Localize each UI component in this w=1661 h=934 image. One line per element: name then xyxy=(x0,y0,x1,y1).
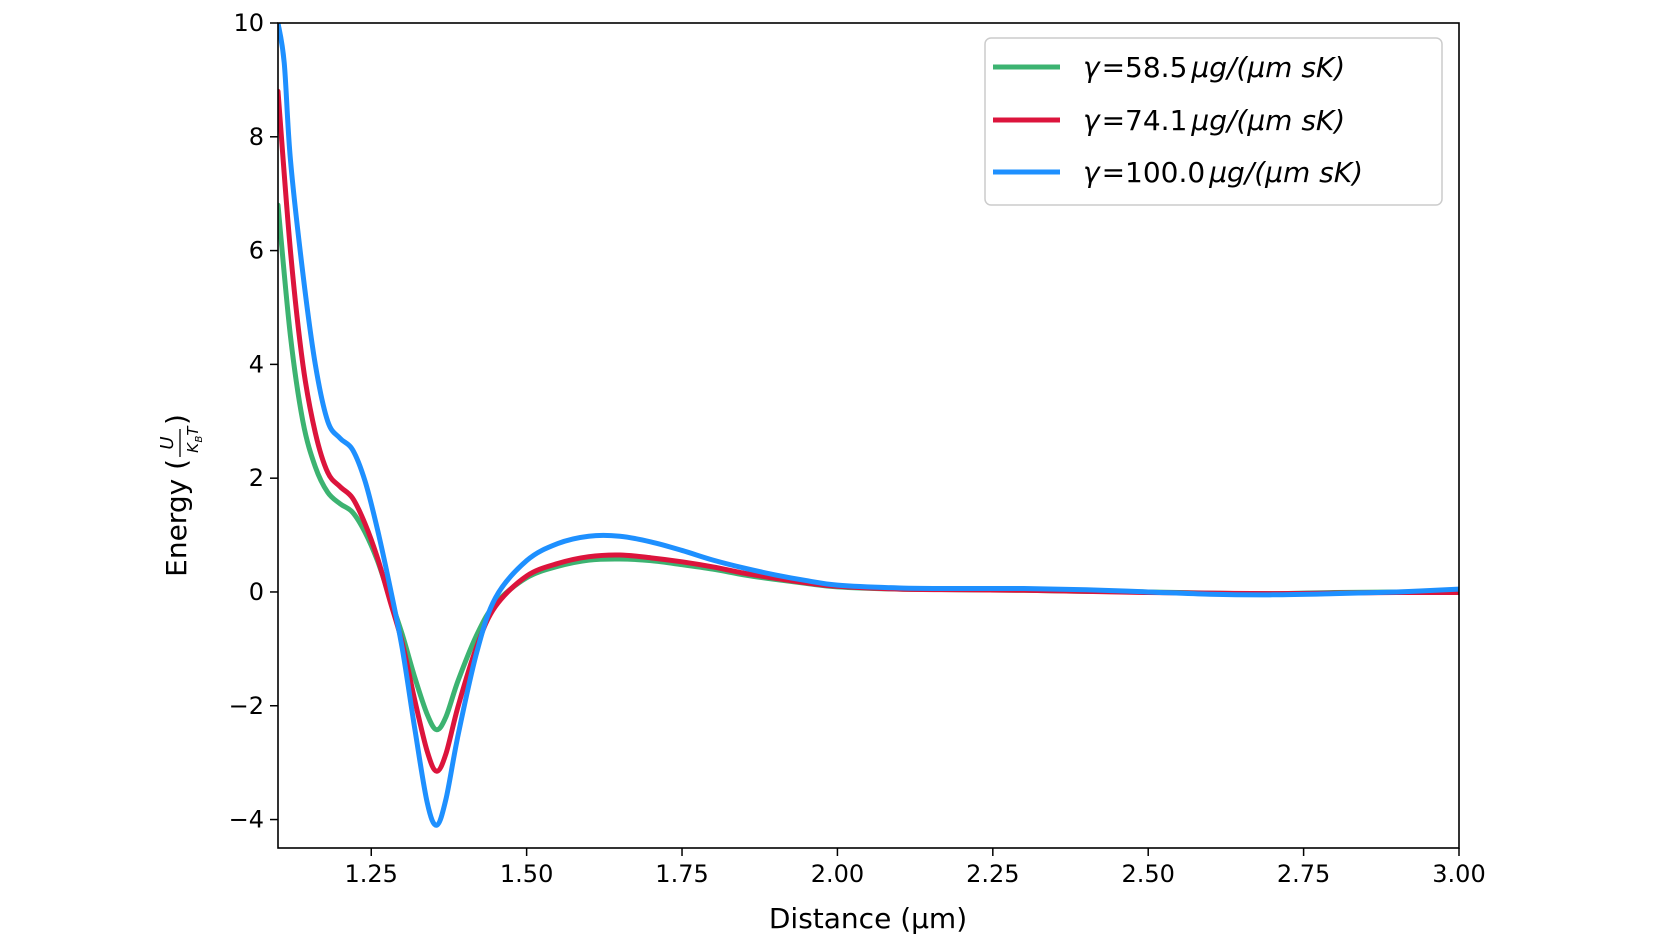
series-layer xyxy=(278,23,1459,828)
y-tick-label: 10 xyxy=(233,9,264,37)
x-tick-label: 2.50 xyxy=(1121,860,1174,888)
x-tick-label: 2.75 xyxy=(1277,860,1330,888)
legend-entry: γ=58.5 μg/(μm sK) xyxy=(993,51,1345,84)
y-tick-label: 8 xyxy=(249,123,264,151)
y-tick-label: −2 xyxy=(229,692,264,720)
y-tick-label: −4 xyxy=(229,806,264,834)
x-tick-label: 1.50 xyxy=(500,860,553,888)
legend-box xyxy=(984,37,1443,206)
y-axis-label-denominator-sub: B xyxy=(194,435,205,442)
axes-frame xyxy=(277,22,1460,849)
y-tick-label: 4 xyxy=(249,350,264,378)
x-tick-label: 1.75 xyxy=(655,860,708,888)
y-tick-label: 2 xyxy=(249,464,264,492)
y-axis-label-suffix: ) xyxy=(160,414,193,425)
x-tick-label: 2.25 xyxy=(966,860,1019,888)
x-tick-label: 2.00 xyxy=(811,860,864,888)
series-line-3 xyxy=(278,23,1459,828)
y-axis-label-numerator: U xyxy=(157,436,178,449)
legend-entry: γ=100.0 μg/(μm sK) xyxy=(993,156,1363,189)
y-axis-label-prefix: Energy ( xyxy=(160,459,193,577)
y-tick-label: 6 xyxy=(249,237,264,265)
legend-label-2: γ=74.1 μg/(μm sK) xyxy=(1083,104,1345,137)
x-axis-label: Distance (μm) xyxy=(769,902,967,934)
legend: γ=58.5 μg/(μm sK) γ=74.1 μg/(μm sK) γ=100.… xyxy=(984,37,1443,206)
legend-entry: γ=74.1 μg/(μm sK) xyxy=(993,104,1345,137)
y-tick-label: 0 xyxy=(249,578,264,606)
y-axis-label-denominator-main: K xyxy=(184,442,202,453)
y-axis-label-denominator-tail: T xyxy=(184,425,202,436)
x-axis: 1.25 1.50 1.75 2.00 2.25 2.50 2.75 3.00 xyxy=(345,848,1486,888)
y-axis: −4 −2 0 2 4 6 8 10 xyxy=(229,9,278,834)
legend-label-3: γ=100.0 μg/(μm sK) xyxy=(1083,156,1363,189)
y-axis-label: Energy ( U K B T ) xyxy=(157,414,205,577)
x-tick-label: 1.25 xyxy=(345,860,398,888)
x-tick-label: 3.00 xyxy=(1432,860,1485,888)
legend-label-1: γ=58.5 μg/(μm sK) xyxy=(1083,51,1345,84)
